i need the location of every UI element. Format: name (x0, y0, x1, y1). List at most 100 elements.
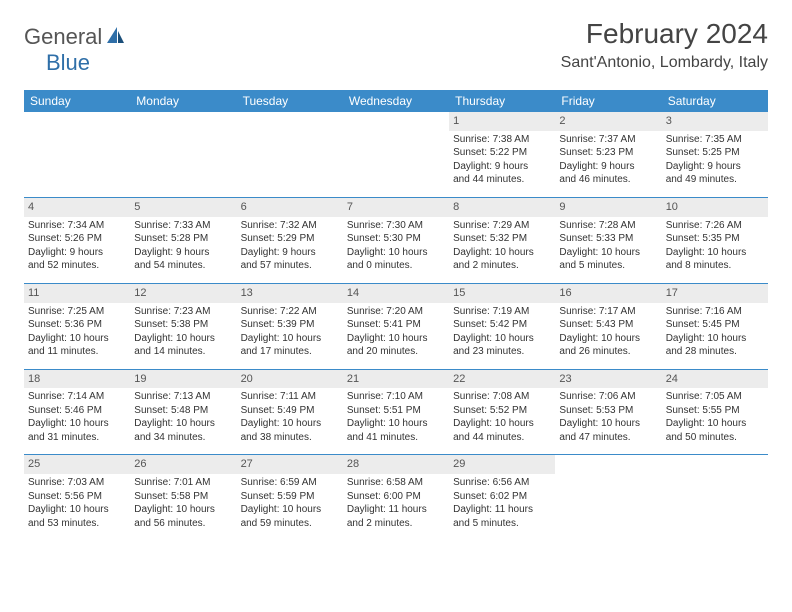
day-content: Sunrise: 7:08 AMSunset: 5:52 PMDaylight:… (449, 388, 555, 454)
day-line: and 56 minutes. (134, 517, 232, 531)
day-line: Sunset: 5:33 PM (559, 232, 657, 246)
day-line: and 23 minutes. (453, 345, 551, 359)
day-line: Sunset: 5:56 PM (28, 490, 126, 504)
day-content: Sunrise: 7:25 AMSunset: 5:36 PMDaylight:… (24, 303, 130, 369)
calendar-cell: 26Sunrise: 7:01 AMSunset: 5:58 PMDayligh… (130, 455, 236, 540)
calendar-cell (555, 455, 661, 540)
day-number: 13 (237, 284, 343, 303)
day-line: Sunrise: 7:35 AM (666, 133, 764, 147)
day-content: Sunrise: 7:05 AMSunset: 5:55 PMDaylight:… (662, 388, 768, 454)
day-line: Sunset: 5:22 PM (453, 146, 551, 160)
day-line: Sunrise: 6:59 AM (241, 476, 339, 490)
day-line: and 53 minutes. (28, 517, 126, 531)
calendar-cell: 28Sunrise: 6:58 AMSunset: 6:00 PMDayligh… (343, 455, 449, 540)
calendar-cell: 6Sunrise: 7:32 AMSunset: 5:29 PMDaylight… (237, 197, 343, 283)
day-line: Sunset: 5:39 PM (241, 318, 339, 332)
day-line: Daylight: 10 hours (347, 332, 445, 346)
day-line: Sunrise: 7:34 AM (28, 219, 126, 233)
calendar-cell: 12Sunrise: 7:23 AMSunset: 5:38 PMDayligh… (130, 283, 236, 369)
day-line: Daylight: 10 hours (134, 503, 232, 517)
calendar-cell: 18Sunrise: 7:14 AMSunset: 5:46 PMDayligh… (24, 369, 130, 455)
day-line: Sunset: 5:59 PM (241, 490, 339, 504)
day-line: Daylight: 10 hours (347, 417, 445, 431)
day-line: Daylight: 10 hours (134, 417, 232, 431)
calendar-cell: 29Sunrise: 6:56 AMSunset: 6:02 PMDayligh… (449, 455, 555, 540)
day-content: Sunrise: 7:13 AMSunset: 5:48 PMDaylight:… (130, 388, 236, 454)
day-line: Sunrise: 7:29 AM (453, 219, 551, 233)
day-line: Sunset: 5:55 PM (666, 404, 764, 418)
day-number: 3 (662, 112, 768, 131)
day-line: Daylight: 10 hours (241, 417, 339, 431)
day-line: Daylight: 10 hours (28, 503, 126, 517)
day-content: Sunrise: 7:19 AMSunset: 5:42 PMDaylight:… (449, 303, 555, 369)
day-number: 21 (343, 370, 449, 389)
day-number: 18 (24, 370, 130, 389)
day-content: Sunrise: 7:11 AMSunset: 5:49 PMDaylight:… (237, 388, 343, 454)
day-line: Daylight: 9 hours (134, 246, 232, 260)
day-line: and 44 minutes. (453, 173, 551, 187)
day-line: Sunrise: 7:17 AM (559, 305, 657, 319)
day-line: Sunrise: 7:08 AM (453, 390, 551, 404)
weekday-header: Sunday (24, 90, 130, 112)
day-number: 29 (449, 455, 555, 474)
day-line: Sunset: 5:26 PM (28, 232, 126, 246)
calendar-cell: 9Sunrise: 7:28 AMSunset: 5:33 PMDaylight… (555, 197, 661, 283)
logo-sail-icon (106, 26, 126, 49)
day-line: and 26 minutes. (559, 345, 657, 359)
day-content: Sunrise: 7:28 AMSunset: 5:33 PMDaylight:… (555, 217, 661, 283)
day-number: 28 (343, 455, 449, 474)
logo-text-blue: Blue (46, 50, 90, 76)
day-line: Sunrise: 7:19 AM (453, 305, 551, 319)
day-line: Sunset: 5:42 PM (453, 318, 551, 332)
day-line: Daylight: 9 hours (241, 246, 339, 260)
day-line: Sunset: 5:23 PM (559, 146, 657, 160)
calendar-cell: 11Sunrise: 7:25 AMSunset: 5:36 PMDayligh… (24, 283, 130, 369)
day-content: Sunrise: 6:59 AMSunset: 5:59 PMDaylight:… (237, 474, 343, 540)
day-content: Sunrise: 7:03 AMSunset: 5:56 PMDaylight:… (24, 474, 130, 540)
day-number: 17 (662, 284, 768, 303)
day-line: Sunset: 5:30 PM (347, 232, 445, 246)
day-number: 12 (130, 284, 236, 303)
calendar-cell (130, 112, 236, 197)
day-number: 8 (449, 198, 555, 217)
day-line: and 54 minutes. (134, 259, 232, 273)
day-line: and 49 minutes. (666, 173, 764, 187)
day-content: Sunrise: 7:14 AMSunset: 5:46 PMDaylight:… (24, 388, 130, 454)
day-line: and 11 minutes. (28, 345, 126, 359)
day-line: and 20 minutes. (347, 345, 445, 359)
day-number: 4 (24, 198, 130, 217)
day-line: and 41 minutes. (347, 431, 445, 445)
day-number: 11 (24, 284, 130, 303)
day-number: 26 (130, 455, 236, 474)
day-content: Sunrise: 6:56 AMSunset: 6:02 PMDaylight:… (449, 474, 555, 540)
day-content: Sunrise: 6:58 AMSunset: 6:00 PMDaylight:… (343, 474, 449, 540)
weekday-header: Friday (555, 90, 661, 112)
day-content: Sunrise: 7:06 AMSunset: 5:53 PMDaylight:… (555, 388, 661, 454)
day-line: and 28 minutes. (666, 345, 764, 359)
day-content: Sunrise: 7:35 AMSunset: 5:25 PMDaylight:… (662, 131, 768, 197)
day-line: Sunrise: 7:28 AM (559, 219, 657, 233)
weekday-header: Wednesday (343, 90, 449, 112)
calendar-cell: 13Sunrise: 7:22 AMSunset: 5:39 PMDayligh… (237, 283, 343, 369)
day-content: Sunrise: 7:34 AMSunset: 5:26 PMDaylight:… (24, 217, 130, 283)
calendar-cell (237, 112, 343, 197)
calendar-cell: 23Sunrise: 7:06 AMSunset: 5:53 PMDayligh… (555, 369, 661, 455)
day-line: and 5 minutes. (559, 259, 657, 273)
day-line: Daylight: 11 hours (453, 503, 551, 517)
day-line: Daylight: 10 hours (666, 246, 764, 260)
day-number: 6 (237, 198, 343, 217)
day-line: Sunset: 5:46 PM (28, 404, 126, 418)
logo-text-general: General (24, 24, 102, 50)
day-line: Sunrise: 7:25 AM (28, 305, 126, 319)
day-line: Sunset: 5:32 PM (453, 232, 551, 246)
calendar-week: 25Sunrise: 7:03 AMSunset: 5:56 PMDayligh… (24, 455, 768, 540)
day-line: Sunrise: 7:26 AM (666, 219, 764, 233)
day-number: 5 (130, 198, 236, 217)
calendar-cell: 10Sunrise: 7:26 AMSunset: 5:35 PMDayligh… (662, 197, 768, 283)
day-line: and 57 minutes. (241, 259, 339, 273)
calendar-body: 1Sunrise: 7:38 AMSunset: 5:22 PMDaylight… (24, 112, 768, 540)
month-title: February 2024 (561, 18, 768, 50)
day-line: Sunrise: 7:23 AM (134, 305, 232, 319)
day-line: and 46 minutes. (559, 173, 657, 187)
day-number: 16 (555, 284, 661, 303)
